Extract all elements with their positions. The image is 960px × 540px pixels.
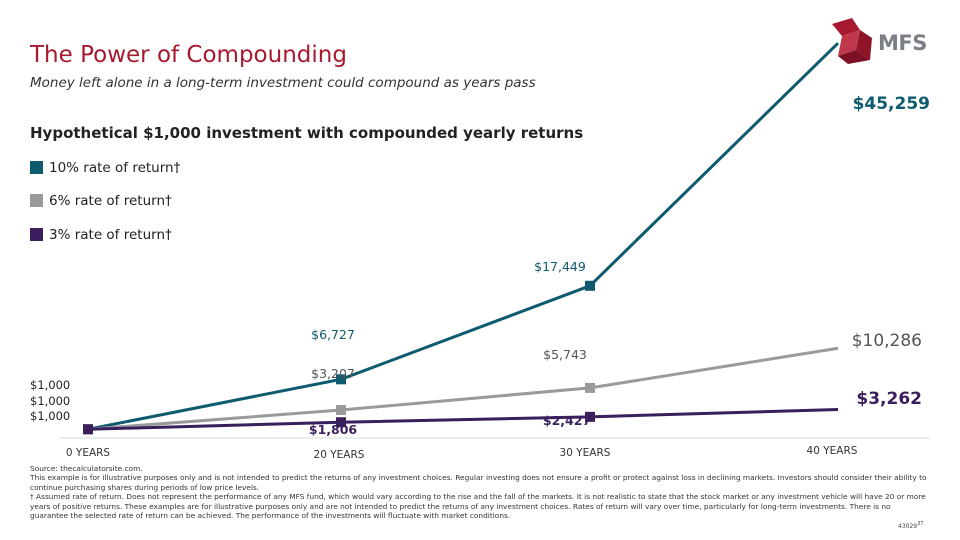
x-tick-label: 30 YEARS (560, 447, 611, 459)
x-tick-label: 0 YEARS (66, 447, 111, 459)
data-label-series-0-2: $17,449 (534, 259, 586, 274)
series-line-2 (87, 408, 839, 431)
mfs-logo-text: MFS (878, 31, 927, 55)
footnotes: Source: thecalculatorsite.com. This exam… (30, 464, 930, 520)
data-label-series-2-1: $1,806 (309, 422, 358, 437)
series-1-point-1 (336, 405, 346, 416)
legend-label-6pct: 6% rate of return† (49, 193, 172, 209)
data-label-series-1-1: $3,207 (311, 366, 355, 381)
compounding-line-chart: 0 YEARS 20 YEARS 30 YEARS 40 YEARS $1,000 $6… (30, 42, 930, 460)
series-0-point-1 (336, 374, 346, 385)
data-label-series-0-1: $6,727 (311, 327, 355, 342)
legend-item-10pct: 10% rate of return† (30, 160, 180, 176)
data-label-series-2-0: $1,000 (30, 409, 70, 423)
legend-swatch-3pct (30, 228, 43, 241)
legend-item-3pct: 3% rate of return† (30, 227, 172, 243)
series-0-point-2 (585, 280, 595, 291)
footnote-assumed-rate: † Assumed rate of return. Does not repre… (30, 492, 926, 521)
series-2-point-1 (336, 417, 346, 428)
page-number-value: 37 (917, 521, 924, 527)
page-subtitle: Money left alone in a long-term investme… (30, 75, 536, 91)
footnote-source: Source: thecalculatorsite.com. (30, 464, 143, 473)
series-line-1 (87, 346, 839, 431)
series-2-point-2 (585, 411, 595, 422)
series-2-point-0 (83, 424, 93, 435)
legend-label-3pct: 3% rate of return† (49, 227, 172, 243)
data-label-series-2-2: $2,427 (543, 413, 591, 428)
footnote-disclaimer: This example is for illustrative purpose… (30, 473, 927, 492)
data-label-series-1-0: $1,000 (30, 394, 70, 408)
data-label-series-1-3: $10,286 (852, 331, 922, 351)
series-line-0 (87, 42, 840, 431)
x-tick-label: 20 YEARS (314, 449, 365, 460)
legend-swatch-6pct (30, 194, 43, 207)
page-code: 43029 (898, 523, 918, 530)
data-label-series-1-2: $5,743 (543, 347, 587, 362)
mfs-logo: MFS (830, 16, 940, 66)
mfs-logo-mark-icon (832, 18, 872, 64)
legend-label-10pct: 10% rate of return† (49, 160, 181, 176)
page-title: The Power of Compounding (30, 42, 347, 68)
legend-item-6pct: 6% rate of return† (30, 193, 172, 209)
x-tick-label: 40 YEARS (807, 445, 858, 457)
legend-swatch-10pct (30, 161, 43, 174)
page-number: 4302937 (898, 521, 923, 530)
data-label-series-2-3: $3,262 (856, 389, 922, 409)
data-label-series-0-3: $45,259 (853, 94, 930, 114)
series-1-point-2 (585, 382, 595, 393)
chart-title: Hypothetical $1,000 investment with comp… (30, 124, 584, 142)
data-label-series-0-0: $1,000 (30, 378, 70, 392)
